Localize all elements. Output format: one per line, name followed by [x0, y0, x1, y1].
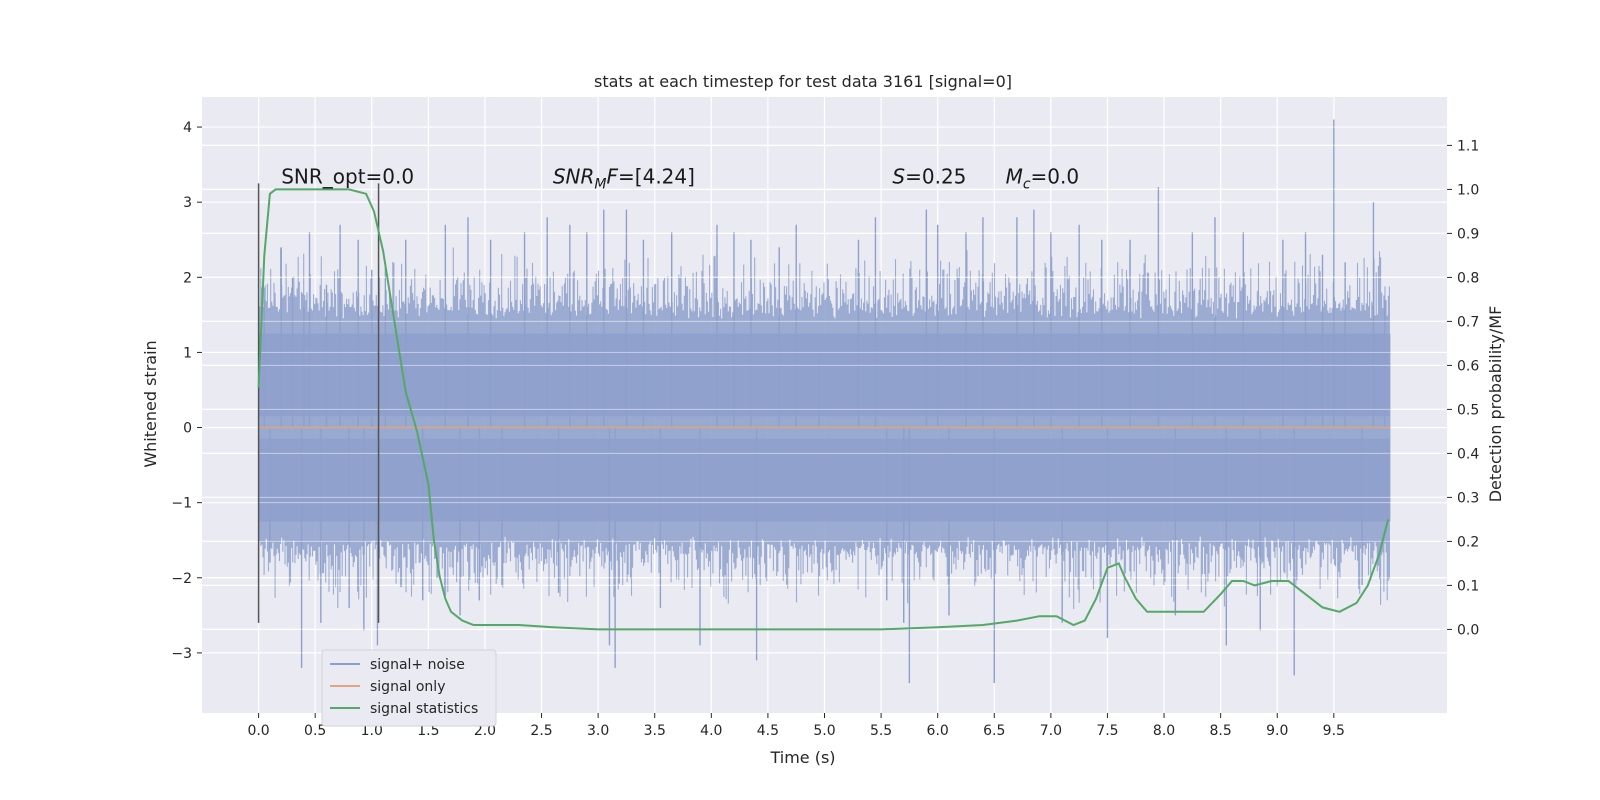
annotation: SNR_opt=0.0: [281, 165, 414, 189]
y-tick-label: −2: [171, 571, 192, 587]
x-tick-label: 4.5: [757, 723, 779, 739]
annotation: S=0.25: [892, 165, 966, 189]
annotation-part: =0.25: [905, 165, 966, 189]
signal-statistics-series: [257, 188, 1390, 631]
x-tick-label: 9.0: [1266, 723, 1288, 739]
x-tick-label: 5.0: [813, 723, 835, 739]
annotation-rest: F=[4.24]: [607, 165, 695, 189]
y2-tick-label: 0.6: [1457, 358, 1479, 374]
x-tick-label: 3.0: [587, 723, 609, 739]
y-tick-label: 3: [183, 195, 192, 211]
x-tick-label: 7.5: [1096, 723, 1118, 739]
legend-label: signal only: [370, 679, 445, 695]
annotation-rest: =0.0: [1031, 165, 1080, 189]
x-tick-label: 3.5: [644, 723, 666, 739]
signal-statistics-line: [257, 188, 1390, 631]
x-tick-label: 0.0: [247, 723, 269, 739]
annotation-base: SNR: [553, 165, 595, 189]
y2-tick-label: 0.3: [1457, 490, 1479, 506]
y-axis-label: Whitened strain: [141, 340, 160, 467]
annotation-subscript: M: [594, 177, 606, 193]
x-tick-label: 8.0: [1153, 723, 1175, 739]
annotation: Mc=0.0: [1006, 165, 1080, 193]
x-tick-label: 0.5: [304, 723, 326, 739]
legend-label: signal+ noise: [370, 657, 465, 673]
annotation-part: S: [892, 165, 905, 189]
legend: signal+ noise signal only signal statistic…: [321, 649, 497, 727]
x-tick-label: 6.5: [983, 723, 1005, 739]
x-tick-label: 5.5: [870, 723, 892, 739]
y2-tick-label: 0.2: [1457, 534, 1479, 550]
x-tick-label: 4.0: [700, 723, 722, 739]
annotation: SNRMF=[4.24]: [553, 165, 695, 193]
annotations: SNR_opt=0.0 SNRMF=[4.24] S=0.25 Mc=0.0: [281, 165, 1079, 193]
y-tick-label: 0: [183, 421, 192, 437]
x-tick-label: 1.5: [417, 723, 439, 739]
x-tick-label: 9.5: [1323, 723, 1345, 739]
y2-tick-label: 1.0: [1457, 182, 1479, 198]
y2-tick-label: 0.4: [1457, 446, 1479, 462]
x-tick-label: 1.0: [361, 723, 383, 739]
x-tick-label: 7.0: [1040, 723, 1062, 739]
x-tick-label: 6.0: [927, 723, 949, 739]
y-axis-ticks: −3 −2 −1 0 1 2 3 4: [171, 120, 202, 662]
x-axis-ticks: 0.0 0.5 1.0 1.5 2.0 2.5 3.0 3.5 4.0 4.5 5.0 5.5 6.0 6…: [247, 713, 1345, 739]
y2-axis-label: Detection probability/MF: [1486, 306, 1505, 503]
x-tick-label: 2.0: [474, 723, 496, 739]
y-tick-label: −1: [171, 496, 192, 512]
y2-axis-ticks: 0.0 0.1 0.2 0.3 0.4 0.5 0.6 0.7 0.8 0.9 1.0 1.1: [1447, 138, 1479, 638]
annotation-base: M: [1006, 165, 1023, 189]
y-tick-label: 4: [183, 120, 192, 136]
x-tick-label: 8.5: [1210, 723, 1232, 739]
y-tick-label: 1: [183, 345, 192, 361]
vertical-markers: [257, 183, 380, 623]
y2-tick-label: 0.1: [1457, 578, 1479, 594]
legend-box: [321, 649, 497, 727]
annotation-subscript: c: [1023, 177, 1031, 193]
annotation-part: =[4.24]: [618, 165, 695, 189]
y2-tick-label: 0.5: [1457, 402, 1479, 418]
chart-title: stats at each timestep for test data 316…: [594, 72, 1012, 91]
y-tick-label: 2: [183, 270, 192, 286]
annotation-part: F: [607, 165, 619, 189]
x-axis-label: Time (s): [769, 748, 835, 767]
x-tick-label: 2.5: [530, 723, 552, 739]
y2-tick-label: 0.7: [1457, 314, 1479, 330]
y2-tick-label: 0.8: [1457, 270, 1479, 286]
legend-label: signal statistics: [370, 701, 478, 717]
y2-tick-label: 1.1: [1457, 138, 1479, 154]
y-tick-label: −3: [171, 646, 192, 662]
y2-tick-label: 0.0: [1457, 622, 1479, 638]
y2-tick-label: 0.9: [1457, 226, 1479, 242]
